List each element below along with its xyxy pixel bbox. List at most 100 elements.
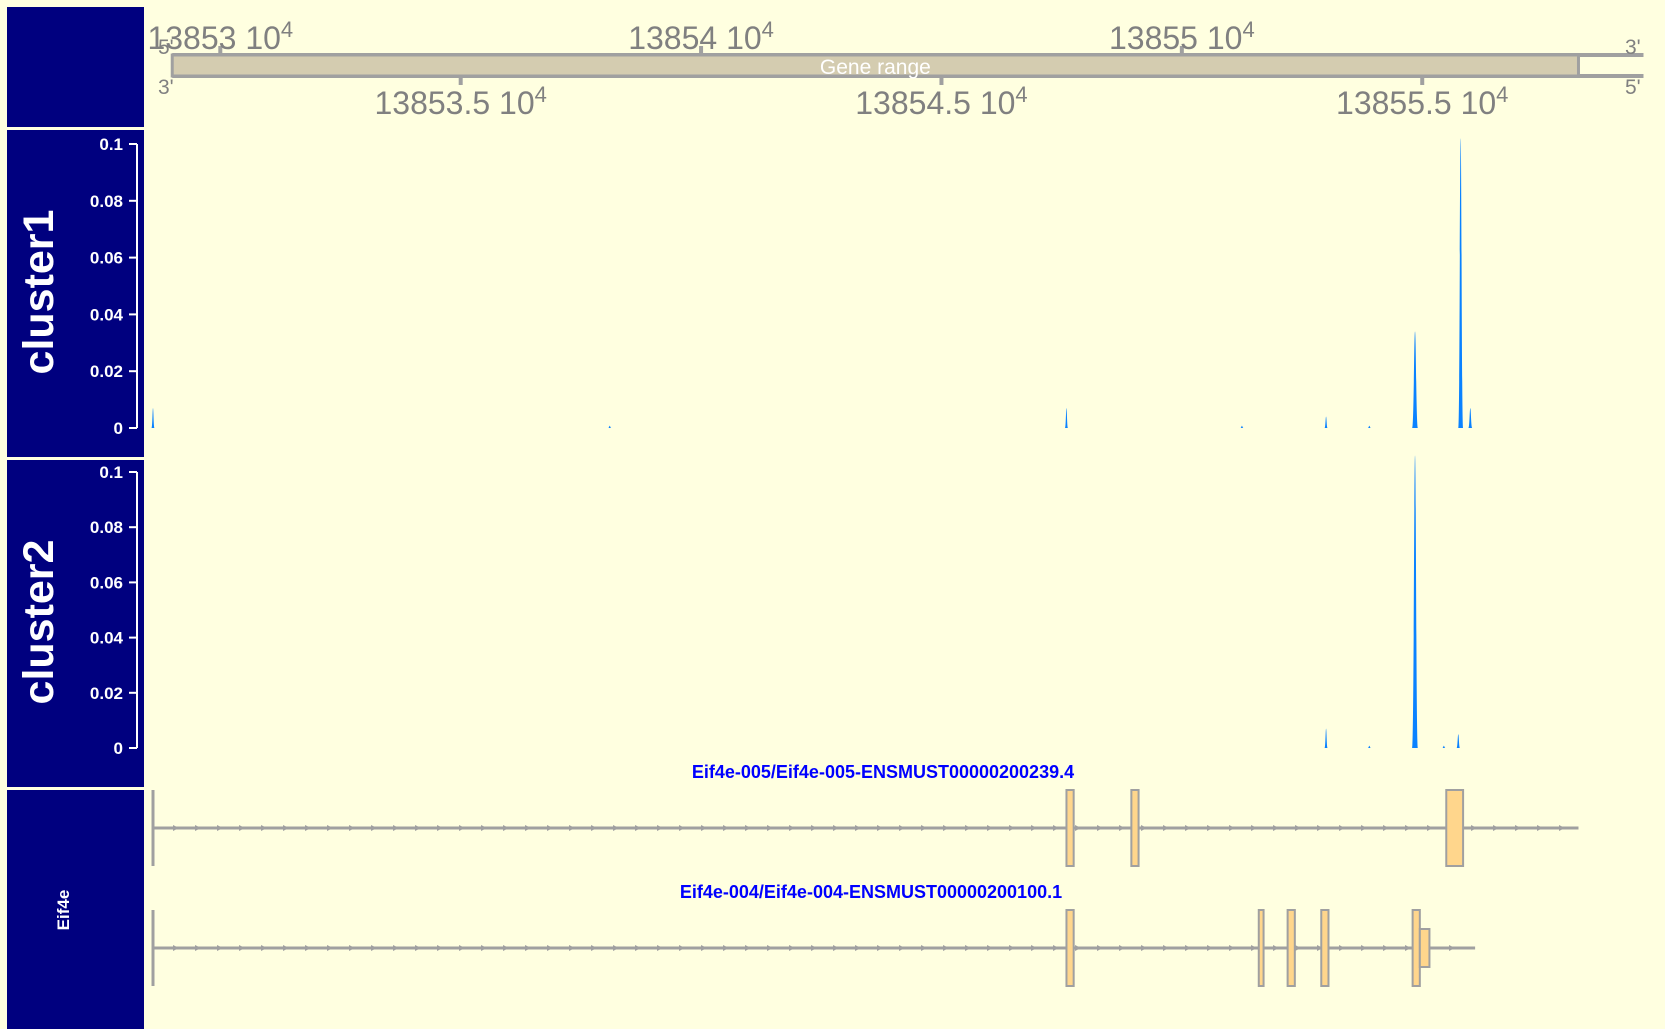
strand-arrow-icon — [305, 945, 311, 951]
strand-arrow-icon — [987, 825, 993, 831]
strand-arrow-icon — [1361, 825, 1367, 831]
strand-arrow-icon — [679, 945, 685, 951]
signal-peak — [608, 425, 612, 428]
strand-arrow-icon — [965, 825, 971, 831]
strand-arrow-icon — [195, 825, 201, 831]
strand-arrow-icon — [657, 825, 663, 831]
strand-arrow-icon — [283, 825, 289, 831]
strand-arrow-icon — [1119, 825, 1125, 831]
strand-arrow-icon — [745, 945, 751, 951]
signal-peak — [151, 408, 155, 428]
signal-peak — [1064, 408, 1068, 428]
data-tracks: 0 0.02 0.04 0.06 0.08 0.1 0 0.02 0.04 0.06 0.08 0.1 — [90, 135, 1473, 758]
strand-arrow-icon — [811, 945, 817, 951]
strand-arrow-icon — [921, 945, 927, 951]
strand-arrow-icon — [657, 945, 663, 951]
strand-label-top-left: 5' — [158, 36, 174, 59]
strand-arrow-icon — [283, 945, 289, 951]
signal-peak — [1367, 745, 1371, 748]
exon-cds — [1065, 789, 1075, 867]
y-tick-label: 0 — [114, 419, 123, 438]
strand-arrow-icon — [1273, 825, 1279, 831]
strand-arrow-icon — [1097, 825, 1103, 831]
strand-arrow-icon — [1119, 945, 1125, 951]
y-tick-label: 0.06 — [90, 573, 123, 592]
strand-arrow-icon — [569, 825, 575, 831]
strand-arrow-icon — [943, 825, 949, 831]
strand-arrow-icon — [1185, 825, 1191, 831]
strand-arrow-icon — [789, 945, 795, 951]
y-tick-label: 0 — [114, 739, 123, 758]
signal-peak — [1468, 408, 1473, 428]
strand-arrow-icon — [1031, 825, 1037, 831]
strand-arrow-icon — [899, 825, 905, 831]
strand-arrow-icon — [1009, 825, 1015, 831]
exon-cds — [1130, 789, 1140, 867]
gene-model-track: Eif4e-005/Eif4e-005-ENSMUST00000200239.4… — [151, 762, 1579, 987]
strand-arrow-icon — [1163, 825, 1169, 831]
strand-arrow-icon — [1361, 945, 1367, 951]
strand-arrow-icon — [833, 945, 839, 951]
y-tick-label: 0.08 — [90, 518, 123, 537]
strand-arrow-icon — [261, 945, 267, 951]
strand-arrow-icon — [1141, 825, 1147, 831]
strand-arrow-icon — [415, 825, 421, 831]
strand-arrow-icon — [239, 825, 245, 831]
strand-arrow-icon — [1317, 825, 1323, 831]
strand-arrow-icon — [789, 825, 795, 831]
strand-arrow-icon — [723, 945, 729, 951]
ruler-top-tick-label: 13855 104 — [1109, 17, 1255, 56]
strand-arrow-icon — [503, 945, 509, 951]
strand-arrow-icon — [1163, 945, 1169, 951]
strand-arrow-icon — [1339, 945, 1345, 951]
strand-arrow-icon — [525, 825, 531, 831]
strand-arrow-icon — [833, 825, 839, 831]
strand-arrow-icon — [503, 825, 509, 831]
strand-arrow-icon — [943, 945, 949, 951]
strand-arrow-icon — [1295, 945, 1301, 951]
strand-arrow-icon — [635, 945, 641, 951]
strand-arrow-icon — [525, 945, 531, 951]
strand-arrow-icon — [1537, 825, 1543, 831]
y-tick-label: 0.04 — [90, 305, 124, 324]
strand-arrow-icon — [1185, 945, 1191, 951]
signal-peak — [1324, 416, 1328, 428]
cluster1-track-title: cluster1 — [15, 210, 63, 375]
y-tick-label: 0.04 — [90, 629, 124, 648]
strand-arrow-icon — [1383, 945, 1389, 951]
strand-arrow-icon — [1053, 825, 1059, 831]
strand-arrow-icon — [1383, 825, 1389, 831]
signal-peak — [1458, 138, 1464, 428]
strand-arrow-icon — [305, 825, 311, 831]
strand-arrow-icon — [855, 825, 861, 831]
ruler-bottom-tick-label: 13853.5 104 — [374, 82, 546, 121]
transcript: Eif4e-005/Eif4e-005-ENSMUST00000200239.4 — [151, 762, 1579, 867]
strand-arrow-icon — [701, 945, 707, 951]
strand-arrow-icon — [1559, 825, 1565, 831]
strand-arrow-icon — [393, 945, 399, 951]
strand-arrow-icon — [1405, 945, 1411, 951]
strand-arrow-icon — [349, 945, 355, 951]
strand-arrow-icon — [855, 945, 861, 951]
strand-arrow-icon — [899, 945, 905, 951]
exon-cds — [1286, 909, 1296, 987]
strand-arrow-icon — [767, 825, 773, 831]
signal-peak — [1442, 745, 1446, 748]
cluster1-track: 0 0.02 0.04 0.06 0.08 0.1 — [90, 135, 1473, 438]
strand-arrow-icon — [459, 945, 465, 951]
strand-label-top-right: 3' — [1625, 36, 1641, 59]
exon-cds — [1320, 909, 1330, 987]
strand-arrow-icon — [1405, 825, 1411, 831]
exon-cds — [1411, 909, 1421, 987]
genome-axis: Gene range 5' 3' 3' 5' 13853 104 13854 10… — [147, 17, 1644, 121]
strand-arrow-icon — [1339, 825, 1345, 831]
strand-arrow-icon — [569, 945, 575, 951]
strand-arrow-icon — [327, 825, 333, 831]
strand-arrow-icon — [547, 825, 553, 831]
ruler-title-panel — [7, 7, 144, 127]
y-tick-label: 0.1 — [99, 463, 123, 482]
strand-arrow-icon — [437, 945, 443, 951]
